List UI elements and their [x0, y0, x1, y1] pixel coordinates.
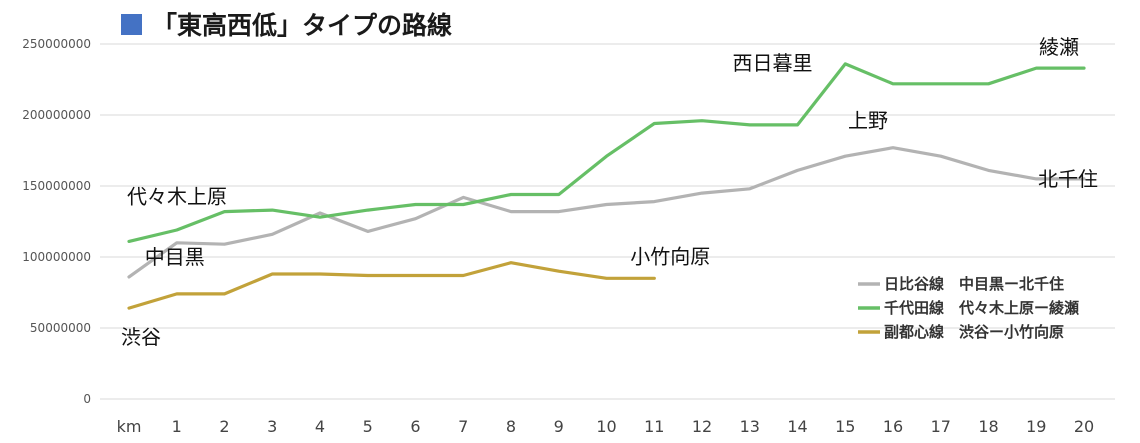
y-tick-label-3: 150000000	[22, 179, 91, 193]
x-tick-label-1: 1	[172, 417, 182, 436]
x-tick-label-9: 9	[554, 417, 564, 436]
annotation-5: 上野	[848, 109, 888, 133]
y-axis-tick-labels: 0 50000000 100000000 150000000 200000000 2500…	[22, 37, 91, 406]
x-tick-label-10: 10	[596, 417, 616, 436]
y-tick-label-0: 0	[83, 392, 91, 406]
x-tick-label-6: 6	[410, 417, 420, 436]
title-color-square	[121, 14, 142, 35]
x-tick-label-3: 3	[267, 417, 277, 436]
x-tick-label-13: 13	[740, 417, 760, 436]
series-line-0	[127, 146, 1086, 279]
y-tick-label-4: 200000000	[22, 108, 91, 122]
x-tick-label-4: 4	[315, 417, 325, 436]
x-tick-label-17: 17	[931, 417, 951, 436]
series-lines	[127, 62, 1086, 310]
grid-lines	[100, 43, 1115, 400]
x-tick-label-5: 5	[363, 417, 373, 436]
x-tick-label-18: 18	[978, 417, 998, 436]
x-tick-label-14: 14	[787, 417, 807, 436]
x-tick-label-0: km	[117, 417, 142, 436]
x-tick-label-19: 19	[1026, 417, 1046, 436]
x-tick-label-20: 20	[1074, 417, 1094, 436]
x-tick-label-8: 8	[506, 417, 516, 436]
annotation-0: 代々木上原	[127, 184, 227, 208]
x-axis-tick-labels: km 1 2 3 4 5 6 7 8 9 10 11 12 13 14 15 16 17 18 19 20	[117, 417, 1095, 436]
legend-entry-0: 日比谷線 中目黒ー北千住	[884, 275, 1064, 293]
chart-title: 「東高西低」タイプの路線	[152, 11, 453, 40]
legend-entry-2: 副都心線 渋谷ー小竹向原	[884, 323, 1064, 341]
x-tick-label-15: 15	[835, 417, 855, 436]
x-tick-label-7: 7	[458, 417, 468, 436]
annotation-6: 綾瀬	[1039, 35, 1079, 59]
y-tick-label-1: 50000000	[30, 321, 91, 335]
series-line-2	[127, 261, 656, 310]
annotation-2: 中目黒	[145, 245, 205, 269]
x-tick-label-16: 16	[883, 417, 903, 436]
annotation-3: 小竹向原	[630, 244, 710, 268]
x-tick-label-12: 12	[692, 417, 712, 436]
x-tick-label-2: 2	[219, 417, 229, 436]
annotation-1: 渋谷	[121, 325, 161, 349]
y-tick-label-2: 100000000	[22, 250, 91, 264]
x-tick-label-11: 11	[644, 417, 664, 436]
annotation-4: 西日暮里	[733, 51, 813, 75]
legend-entry-1: 千代田線 代々木上原ー綾瀬	[884, 299, 1079, 317]
y-tick-label-5: 250000000	[22, 37, 91, 51]
series-line-1	[127, 62, 1086, 243]
annotation-7: 北千住	[1038, 167, 1098, 191]
